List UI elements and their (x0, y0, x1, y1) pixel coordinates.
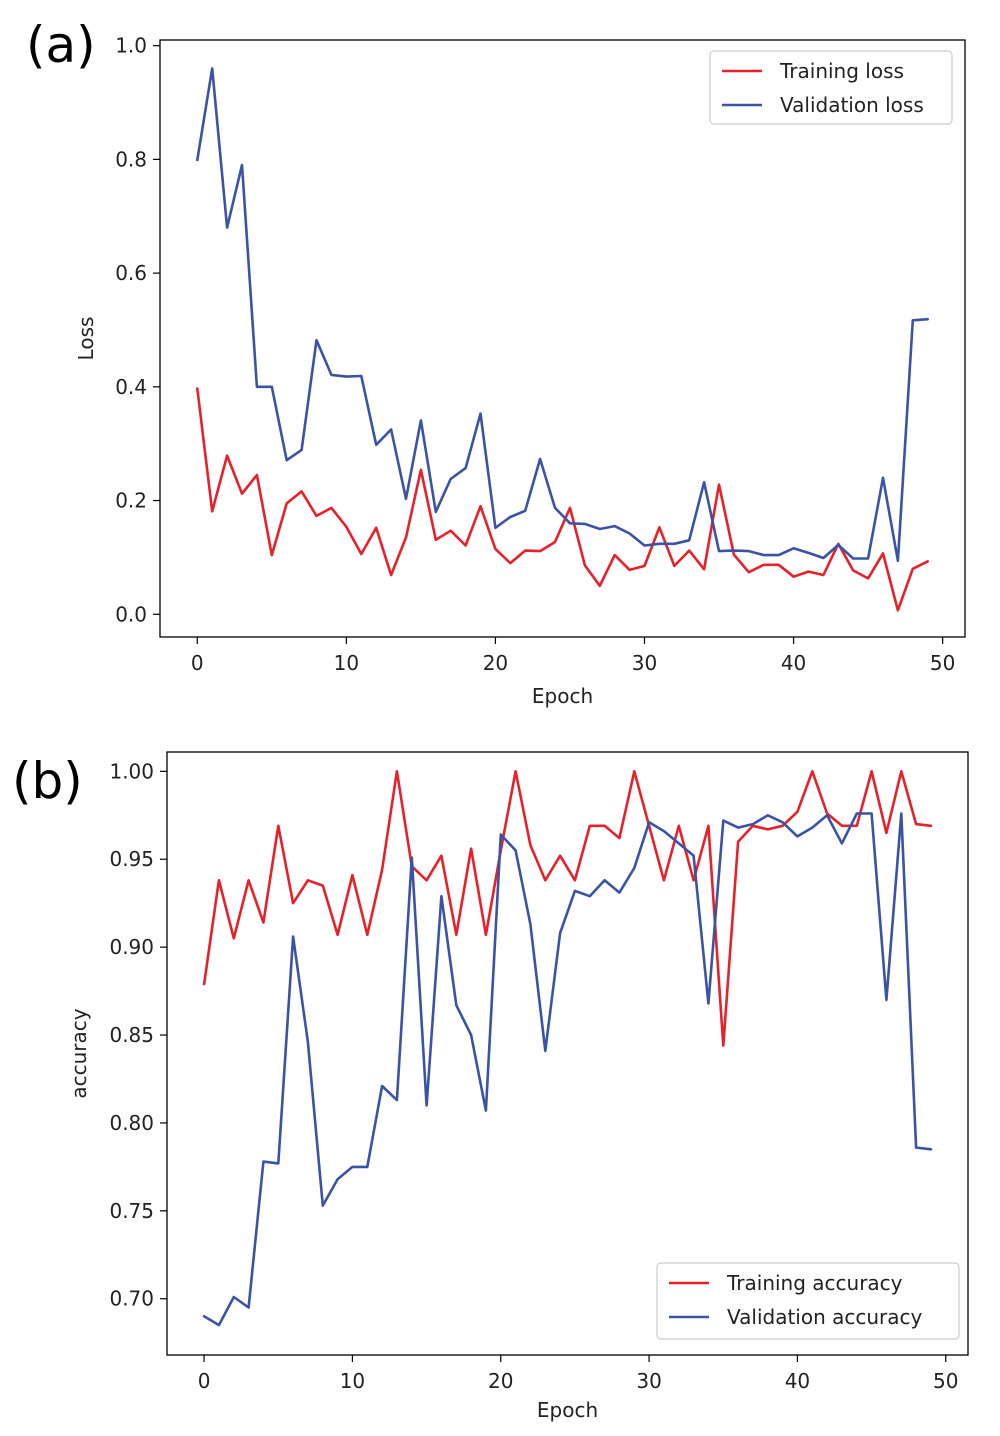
legend-box (709, 50, 953, 125)
y-tick-label: 0.6 (115, 261, 147, 285)
accuracy-chart-panel: (b) 0 10 20 30 40 50 0.70 0.75 0.80 0.85 0.90 0.95 1… (0, 720, 1000, 1436)
x-axis-label: Epoch (537, 1398, 598, 1422)
loss-chart: 0 10 20 30 40 50 0.0 0.2 0.4 0.6 0.8 1.0 Epoch Loss Tr… (74, 34, 966, 708)
panel-label-a: (a) (26, 16, 96, 74)
legend-label: Validation accuracy (727, 1305, 923, 1329)
y-tick-label: 1.0 (115, 34, 147, 58)
x-tick-label: 20 (488, 1369, 513, 1393)
legend-box (656, 1262, 960, 1340)
legend: Training loss Validation loss (709, 50, 953, 125)
x-tick-label: 40 (785, 1369, 810, 1393)
x-tick-label: 0 (191, 651, 204, 675)
y-tick-label: 0.70 (109, 1287, 154, 1311)
y-tick-label: 0.0 (115, 602, 147, 626)
legend-label: Validation loss (780, 93, 924, 117)
loss-chart-panel: (a) 0 10 20 30 40 50 0.0 0.2 0.4 0.6 0.8 1.0 Epoch Lo… (26, 16, 966, 708)
plot-area-frame (159, 39, 966, 638)
x-tick-label: 50 (930, 651, 955, 675)
legend-label: Training accuracy (726, 1271, 903, 1295)
accuracy-chart: 0 10 20 30 40 50 0.70 0.75 0.80 0.85 0.90 0.95 1.00 E… (67, 751, 969, 1422)
y-tick-label: 0.80 (109, 1111, 154, 1135)
x-tick-label: 30 (636, 1369, 661, 1393)
x-tick-label: 10 (340, 1369, 365, 1393)
legend: Training accuracy Validation accuracy (656, 1262, 960, 1340)
y-tick-label: 0.85 (109, 1023, 154, 1047)
x-tick-label: 50 (933, 1369, 958, 1393)
legend-label: Training loss (779, 59, 904, 83)
x-tick-label: 0 (198, 1369, 211, 1393)
y-tick-label: 0.2 (115, 489, 147, 513)
series-line-training (196, 387, 930, 612)
series-line-validation (196, 67, 930, 563)
series-line-training (202, 769, 933, 1047)
y-tick-label: 1.00 (109, 759, 154, 783)
y-tick-label: 0.90 (109, 935, 154, 959)
y-tick-label: 0.75 (109, 1199, 154, 1223)
y-tick-label: 0.8 (115, 147, 147, 171)
plot-area-frame (166, 751, 969, 1356)
series-line-validation (202, 812, 933, 1327)
y-tick-label: 0.95 (109, 847, 154, 871)
x-tick-label: 40 (781, 651, 806, 675)
panel-label-b: (b) (12, 752, 83, 810)
x-tick-label: 20 (483, 651, 508, 675)
x-tick-label: 10 (334, 651, 359, 675)
x-tick-label: 30 (632, 651, 657, 675)
y-axis-label: Loss (74, 317, 98, 361)
y-axis-label: accuracy (67, 1008, 91, 1098)
y-tick-label: 0.4 (115, 375, 147, 399)
x-axis-label: Epoch (532, 684, 593, 708)
